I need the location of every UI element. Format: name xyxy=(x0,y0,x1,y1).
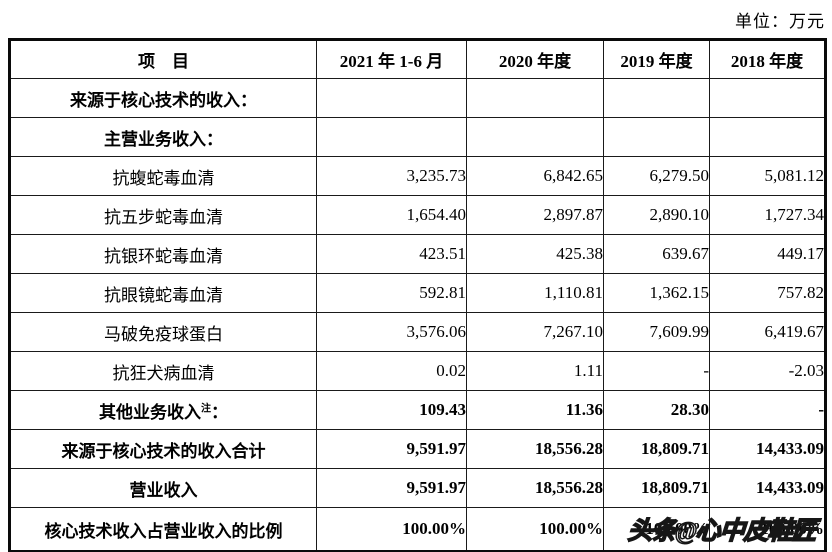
cell-value: 9,591.97 xyxy=(316,468,467,508)
cell-value xyxy=(603,78,710,118)
row-label: 抗狂犬病血清 xyxy=(9,351,317,391)
row-label-text: 营业收入 xyxy=(129,480,198,500)
cell-value: 757.82 xyxy=(709,273,826,313)
row-label-text: 马破免疫球蛋白 xyxy=(104,324,223,344)
row-label-text: 抗银环蛇毒血清 xyxy=(104,246,223,266)
cell-value: 425.38 xyxy=(466,234,604,274)
column-header-2020: 2020 年度 xyxy=(466,39,604,79)
cell-value: 14,433.09 xyxy=(709,429,826,469)
row-label: 营业收入 xyxy=(9,468,317,508)
row-label: 来源于核心技术的收入： xyxy=(9,78,317,118)
cell-value: 18,556.28 xyxy=(466,468,604,508)
cell-value: 100.00% xyxy=(709,507,826,552)
cell-value: 7,609.99 xyxy=(603,312,710,352)
cell-value: 18,556.28 xyxy=(466,429,604,469)
cell-value xyxy=(466,117,604,157)
cell-value: 28.30 xyxy=(603,390,710,430)
column-header-2021-h1: 2021 年 1-6 月 xyxy=(316,39,467,79)
cell-value: 2,897.87 xyxy=(466,195,604,235)
cell-value xyxy=(709,117,826,157)
table-row: 抗蝮蛇毒血清 3,235.73 6,842.65 6,279.50 5,081.12 xyxy=(9,156,826,196)
row-label-text: 核心技术收入占营业收入的比例 xyxy=(44,521,283,541)
cell-value: 1,654.40 xyxy=(316,195,467,235)
table-row: 来源于核心技术的收入合计 9,591.97 18,556.28 18,809.71 14… xyxy=(9,429,826,469)
column-header-item: 项 目 xyxy=(9,39,317,79)
cell-value: 7,267.10 xyxy=(466,312,604,352)
row-label: 核心技术收入占营业收入的比例 xyxy=(9,507,317,552)
table-row: 抗狂犬病血清 0.02 1.11- -2.03 xyxy=(9,351,826,391)
table-row: 抗眼镜蛇毒血清 592.81 1,110.81 1,362.15 757.82 xyxy=(9,273,826,313)
cell-value: 592.81 xyxy=(316,273,467,313)
row-label: 其他业务收入注： xyxy=(9,390,317,430)
cell-value: 1,727.34 xyxy=(709,195,826,235)
row-label: 抗蝮蛇毒血清 xyxy=(9,156,317,196)
cell-value: 18,809.71 xyxy=(603,429,710,469)
revenue-table: 项 目 2021 年 1-6 月 2020 年度 2019 年度 2018 年度… xyxy=(8,38,827,552)
table-row: 主营业务收入： xyxy=(9,117,826,157)
cell-value xyxy=(316,117,467,157)
cell-value: 639.67 xyxy=(603,234,710,274)
cell-value: 423.51 xyxy=(316,234,467,274)
column-header-2019: 2019 年度 xyxy=(603,39,710,79)
cell-value: 9,591.97 xyxy=(316,429,467,469)
watermark-text: 头条@心中皮鞋匠 xyxy=(626,517,817,546)
row-label: 马破免疫球蛋白 xyxy=(9,312,317,352)
table-row: 其他业务收入注： 109.43 11.36 28.30- xyxy=(9,390,826,430)
cell-value: 11.36 xyxy=(466,390,604,430)
row-label: 抗眼镜蛇毒血清 xyxy=(9,273,317,313)
cell-value: -2.03 xyxy=(709,351,826,391)
cell-value xyxy=(466,78,604,118)
cell-value: 3,576.06 xyxy=(316,312,467,352)
row-label: 主营业务收入： xyxy=(9,117,317,157)
table-row: 核心技术收入占营业收入的比例 100.00% 100.00% 100.00% 100.0… xyxy=(9,507,826,552)
table-row: 抗银环蛇毒血清 423.51 425.38 639.67 449.17 xyxy=(9,234,826,274)
table-row: 抗五步蛇毒血清 1,654.40 2,897.87 2,890.10 1,727.34 xyxy=(9,195,826,235)
cell-value: 1,110.81 xyxy=(466,273,604,313)
row-label-text: 主营业务收入： xyxy=(104,129,223,149)
cell-value: 6,419.67 xyxy=(709,312,826,352)
cell-value: 6,842.65 xyxy=(466,156,604,196)
column-header-2018: 2018 年度 xyxy=(709,39,826,79)
cell-value: - xyxy=(603,351,710,391)
row-label-text: 抗眼镜蛇毒血清 xyxy=(104,285,223,305)
cell-value: 109.43 xyxy=(316,390,467,430)
cell-value: 449.17 xyxy=(709,234,826,274)
table-row: 营业收入 9,591.97 18,556.28 18,809.71 14,433.09 xyxy=(9,468,826,508)
cell-value: 100.00% xyxy=(466,507,604,552)
cell-value: 100.00% xyxy=(316,507,467,552)
cell-value: 1,362.15 xyxy=(603,273,710,313)
cell-value: 14,433.09 xyxy=(709,468,826,508)
cell-value xyxy=(316,78,467,118)
row-label-text: 抗五步蛇毒血清 xyxy=(104,207,223,227)
row-label: 抗五步蛇毒血清 xyxy=(9,195,317,235)
row-label-text: 来源于核心技术的收入： xyxy=(70,90,257,110)
cell-value: 1.11 xyxy=(466,351,604,391)
table-body: 来源于核心技术的收入： 主营业务收入： 抗蝮蛇毒血清 3,235.73 6,842.65… xyxy=(9,78,826,552)
cell-value xyxy=(603,117,710,157)
cell-value: 2,890.10 xyxy=(603,195,710,235)
table-header-row: 项 目 2021 年 1-6 月 2020 年度 2019 年度 2018 年度 xyxy=(9,39,826,79)
row-label-text: 抗蝮蛇毒血清 xyxy=(112,168,215,188)
row-label-text: 抗狂犬病血清 xyxy=(112,363,215,383)
table-row: 马破免疫球蛋白 3,576.06 7,267.10 7,609.99 6,419.67 xyxy=(9,312,826,352)
row-label-superscript: 注 xyxy=(201,402,211,414)
cell-value: 18,809.71 xyxy=(603,468,710,508)
cell-value: 100.00% xyxy=(603,507,710,552)
row-label: 抗银环蛇毒血清 xyxy=(9,234,317,274)
row-label-text: 来源于核心技术的收入合计 xyxy=(61,441,266,461)
row-label-suffix: ： xyxy=(211,402,228,422)
cell-value: 0.02 xyxy=(316,351,467,391)
row-label-text: 其他业务收入 xyxy=(99,402,201,422)
cell-value xyxy=(709,78,826,118)
row-label: 来源于核心技术的收入合计 xyxy=(9,429,317,469)
cell-value: 5,081.12 xyxy=(709,156,826,196)
unit-label: 单位：万元 xyxy=(735,12,825,31)
cell-value: 6,279.50 xyxy=(603,156,710,196)
cell-value: 3,235.73 xyxy=(316,156,467,196)
cell-value: - xyxy=(709,390,826,430)
table-row: 来源于核心技术的收入： xyxy=(9,78,826,118)
